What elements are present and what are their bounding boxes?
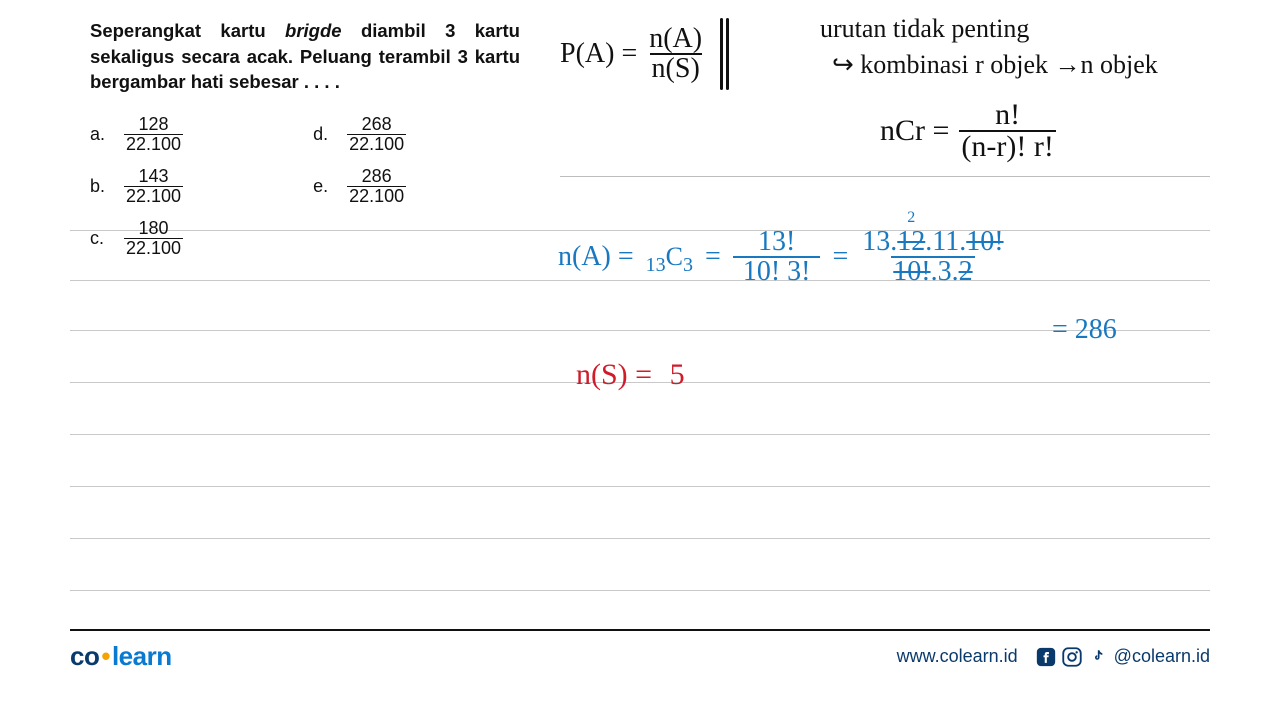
rule-line [70, 434, 1210, 435]
eq: = [705, 241, 721, 273]
t: 13. [862, 226, 897, 257]
t-strike: 2 [959, 256, 973, 287]
rule-line [70, 538, 1210, 539]
na-frac1: 13! 10! 3! [733, 228, 821, 286]
footer-url: www.colearn.id [897, 646, 1018, 667]
question-text: Seperangkat kartu brigde diambil 3 kartu… [90, 18, 520, 95]
work-ns: n(S) = 5 [576, 358, 685, 392]
frac-num: 13! [738, 228, 815, 256]
note-line1: urutan tidak penting [820, 14, 1029, 44]
option-fraction: 268 22.100 [347, 115, 406, 154]
logo-co: co [70, 641, 99, 671]
frac-den: 22.100 [124, 134, 183, 154]
option-label: a. [90, 124, 124, 145]
formula-pa: P(A) = n(A) n(S) [560, 18, 740, 90]
option-fraction: 128 22.100 [124, 115, 183, 154]
option-row: b. 143 22.100 e. 286 22.100 [90, 160, 406, 212]
footer: co•learn www.colearn.id @colearn.id [70, 629, 1210, 672]
rule-line [70, 486, 1210, 487]
na-left: n(A) = [558, 241, 634, 273]
option-row: c. 180 22.100 [90, 212, 406, 264]
note-frag: n objek [1081, 50, 1158, 79]
t: .3. [931, 256, 959, 287]
frac-num: n! [963, 100, 1052, 130]
frac-num: 286 [360, 167, 394, 186]
q-frag: Seperangkat kartu [90, 20, 266, 41]
pa-left: P(A) = [560, 38, 637, 70]
option-label: d. [313, 124, 347, 145]
frac-num: 13.12.11.10! [860, 228, 1005, 256]
ncr-fraction: n! (n-r)! r! [959, 100, 1055, 162]
eq: = [832, 241, 848, 273]
option-label: b. [90, 176, 124, 197]
logo-learn: learn [112, 641, 172, 671]
frac-num: n(A) [647, 25, 704, 53]
ns-left: n(S) = [576, 358, 652, 391]
frac-num: 143 [137, 167, 171, 186]
formula-ncr: nCr = n! (n-r)! r! [880, 100, 1056, 162]
q-em: brigde [285, 20, 342, 41]
frac-num: 180 [137, 219, 171, 238]
footer-right: www.colearn.id @colearn.id [897, 646, 1210, 667]
ncr-left: nCr = [880, 114, 949, 148]
instagram-icon [1062, 647, 1082, 667]
social-icons: @colearn.id [1036, 646, 1210, 667]
option-row: a. 128 22.100 d. 268 22.100 [90, 108, 406, 160]
arrow-icon [1048, 50, 1081, 79]
double-bar-icon [718, 18, 732, 90]
t-strike: 12 [897, 226, 925, 257]
option-fraction: 180 22.100 [124, 219, 183, 258]
frac-den: 22.100 [124, 186, 183, 206]
page: Seperangkat kartu brigde diambil 3 kartu… [0, 0, 1280, 720]
t: .11. [925, 226, 966, 257]
na-frac2: 13.12.11.10! 10!.3.2 [860, 228, 1005, 286]
logo-dot: • [99, 641, 112, 671]
option-fraction: 286 22.100 [347, 167, 406, 206]
note-frag: ↪ kombinasi r objek [832, 50, 1048, 79]
pa-fraction: n(A) n(S) [647, 25, 704, 83]
frac-den: 10!.3.2 [891, 256, 974, 286]
facebook-icon [1036, 647, 1056, 667]
frac-den: 22.100 [124, 238, 183, 258]
work-result: = 286 [1052, 314, 1117, 346]
frac-den: n(S) [650, 53, 702, 83]
answer-options: a. 128 22.100 d. 268 22.100 b. 143 22.10… [90, 108, 406, 264]
rule-line [70, 330, 1210, 331]
rule-line [560, 176, 1210, 177]
footer-handle: @colearn.id [1114, 646, 1210, 667]
option-label: c. [90, 228, 124, 249]
frac-den: (n-r)! r! [959, 130, 1055, 162]
rule-line [70, 590, 1210, 591]
note-line2: ↪ kombinasi r objek n objek [832, 50, 1158, 80]
na-c13: 13C3 [646, 242, 693, 272]
frac-num: 268 [360, 115, 394, 134]
frac-num: 128 [137, 115, 171, 134]
t-strike: 10! [966, 226, 1003, 257]
frac-den: 22.100 [347, 134, 406, 154]
tiktok-icon [1088, 647, 1108, 667]
option-fraction: 143 22.100 [124, 167, 183, 206]
option-label: e. [313, 176, 347, 197]
work-na: n(A) = 13C3 = 13! 10! 3! = 13.12.11.10! … [558, 228, 1006, 286]
t-strike: 10! [893, 256, 930, 287]
frac-den: 22.100 [347, 186, 406, 206]
ns-val: 5 [670, 358, 685, 391]
brand-logo: co•learn [70, 641, 172, 672]
frac-den: 10! 3! [733, 256, 821, 286]
